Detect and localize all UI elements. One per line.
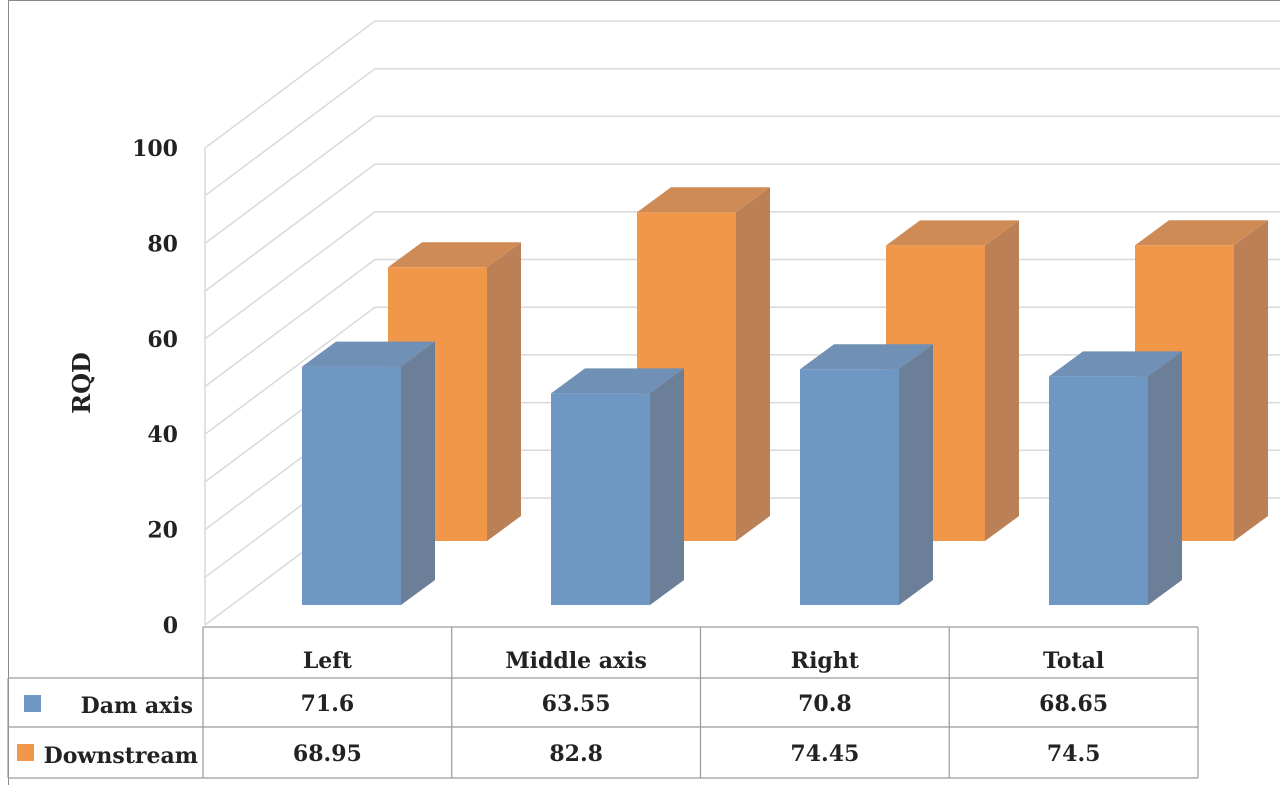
data-value: 68.95 bbox=[293, 741, 362, 767]
bar-downstream-side bbox=[1234, 220, 1268, 542]
data-value: 71.6 bbox=[301, 691, 355, 717]
data-table: Left Middle axis Right Total Dam axis 71.6 63.… bbox=[7, 626, 1199, 779]
bar-dam-axis-front bbox=[551, 393, 650, 605]
category-label: Left bbox=[303, 648, 353, 674]
bar-dam-axis-side bbox=[1148, 351, 1182, 605]
bar-downstream-top bbox=[637, 187, 770, 213]
bar-dam-axis-front bbox=[302, 366, 401, 605]
chart-bars bbox=[302, 187, 1268, 605]
category-label: Total bbox=[1043, 648, 1104, 674]
bar-downstream-top bbox=[886, 220, 1019, 246]
category-label: Middle axis bbox=[505, 648, 647, 674]
bar-dam-axis-top bbox=[1049, 351, 1182, 377]
data-value: 63.55 bbox=[542, 691, 611, 717]
gridline bbox=[204, 211, 1280, 340]
data-value: 70.8 bbox=[798, 691, 852, 717]
bar-dam-axis bbox=[551, 368, 684, 605]
bar-dam-axis-front bbox=[1049, 376, 1148, 605]
gridline bbox=[204, 67, 1280, 197]
bar-dam-axis-top bbox=[302, 341, 435, 367]
gridline bbox=[204, 115, 1280, 245]
bar-downstream bbox=[637, 187, 770, 541]
bar-dam-axis-top bbox=[800, 344, 933, 370]
chart-frame bbox=[8, 0, 1280, 785]
gridline bbox=[204, 163, 1280, 292]
bar-dam-axis-side bbox=[650, 368, 684, 605]
legend-series-name: Downstream bbox=[44, 743, 198, 769]
bar-downstream-top bbox=[388, 242, 521, 268]
bar-downstream-side bbox=[736, 187, 770, 541]
bar-dam-axis-top bbox=[551, 368, 684, 394]
legend-swatch bbox=[17, 744, 34, 761]
bar-dam-axis-front bbox=[800, 369, 899, 605]
y-tick-label: 100 bbox=[132, 136, 178, 162]
gridline bbox=[204, 20, 1280, 149]
legend-series-name: Dam axis bbox=[81, 693, 193, 719]
legend-swatch bbox=[24, 695, 41, 712]
data-value: 74.5 bbox=[1047, 741, 1101, 767]
category-label: Right bbox=[791, 648, 860, 674]
y-tick-label: 60 bbox=[147, 327, 178, 353]
bar-downstream bbox=[1135, 220, 1268, 542]
data-value: 74.45 bbox=[790, 741, 859, 767]
data-value: 68.65 bbox=[1039, 691, 1108, 717]
y-tick-label: 80 bbox=[147, 231, 178, 257]
bar-downstream-top bbox=[1135, 220, 1268, 246]
y-axis-label: RQD bbox=[67, 352, 96, 414]
bar-dam-axis-side bbox=[401, 341, 435, 605]
bar-dam-axis bbox=[800, 344, 933, 605]
data-value: 82.8 bbox=[549, 741, 603, 767]
y-tick-label: 40 bbox=[147, 422, 178, 448]
bar-dam-axis bbox=[302, 341, 435, 605]
y-axis: 0 20 40 60 80 100 bbox=[132, 136, 178, 639]
bar-downstream-side bbox=[487, 242, 521, 541]
y-tick-label: 0 bbox=[163, 613, 178, 639]
bar-downstream-side bbox=[985, 220, 1019, 541]
bar-dam-axis-side bbox=[899, 344, 933, 605]
bar-dam-axis bbox=[1049, 351, 1182, 605]
y-tick-label: 20 bbox=[147, 518, 178, 544]
